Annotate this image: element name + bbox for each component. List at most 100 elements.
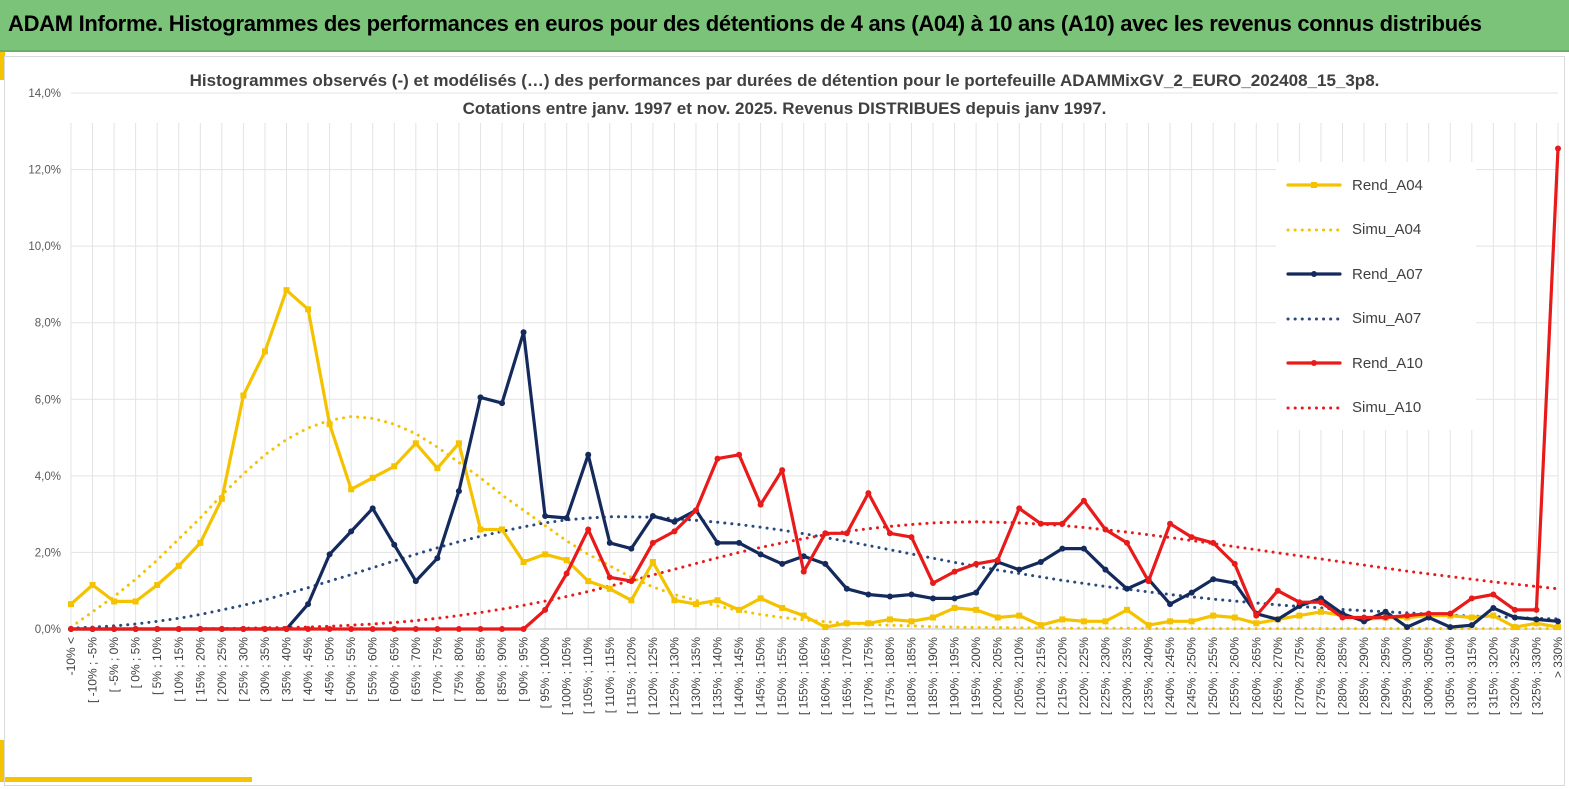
data-point-Rend_A07 [1511, 614, 1518, 621]
x-tick-label: [ 290% ; 295% [1379, 637, 1393, 715]
x-tick-label: [ 200% ; 205% [991, 637, 1005, 715]
data-point-Rend_A04 [1511, 624, 1518, 631]
data-point-Rend_A04 [692, 601, 699, 608]
data-point-Rend_A10 [1253, 612, 1260, 619]
legend-swatch-marker [1311, 271, 1317, 277]
x-tick-label: [ 225% ; 230% [1098, 637, 1112, 715]
data-point-Rend_A04 [434, 465, 441, 472]
data-point-Rend_A04 [1490, 612, 1497, 619]
x-tick-label: [ 305% ; 310% [1443, 637, 1457, 715]
legend-swatch-marker [1311, 360, 1317, 366]
data-point-Rend_A04 [1317, 608, 1324, 615]
accent-bar-bottom [0, 777, 252, 782]
data-point-Rend_A10 [1339, 614, 1346, 621]
y-tick-label: 2,0% [35, 547, 61, 559]
data-point-Rend_A07 [305, 601, 312, 608]
data-point-Rend_A04 [111, 598, 118, 605]
data-point-Rend_A04 [477, 526, 484, 533]
x-tick-label: [ 155% ; 160% [797, 637, 811, 715]
data-point-Rend_A10 [218, 626, 225, 632]
x-tick-label: [ 80% ; 85% [473, 637, 487, 702]
data-point-Rend_A04 [649, 559, 656, 565]
data-point-Rend_A10 [1102, 526, 1109, 533]
data-point-Rend_A07 [1231, 580, 1238, 587]
x-tick-label: [ 135% ; 140% [711, 637, 725, 715]
data-point-Rend_A10 [240, 626, 247, 632]
data-point-Rend_A07 [1447, 624, 1454, 631]
legend-swatch [1286, 317, 1342, 320]
legend-swatch [1286, 182, 1342, 188]
legend-label: Rend_A10 [1352, 354, 1423, 372]
data-point-Rend_A10 [1425, 610, 1432, 617]
data-point-Rend_A10 [930, 580, 937, 587]
data-point-Rend_A10 [671, 528, 678, 535]
data-point-Rend_A10 [542, 606, 549, 613]
legend-label: Rend_A07 [1352, 265, 1423, 283]
data-point-Rend_A10 [908, 534, 915, 541]
data-point-Rend_A10 [951, 568, 958, 575]
x-tick-label: [ 15% ; 20% [193, 637, 207, 702]
y-tick-label: 14,0% [28, 88, 61, 100]
x-tick-label: [ 130% ; 135% [689, 637, 703, 715]
data-point-Rend_A04 [391, 463, 398, 470]
x-tick-label: [ 105% ; 110% [581, 637, 595, 714]
data-point-Rend_A04 [326, 421, 333, 428]
data-point-Rend_A04 [585, 578, 592, 585]
data-point-Rend_A10 [111, 626, 118, 632]
x-tick-label: [ 190% ; 195% [948, 637, 962, 715]
data-point-Rend_A07 [1188, 589, 1195, 596]
x-tick-label: [ 295% ; 300% [1400, 637, 1414, 715]
data-point-Rend_A04 [1102, 618, 1109, 625]
data-point-Rend_A10 [1145, 578, 1152, 585]
data-point-Rend_A04 [886, 616, 893, 623]
accent-bar-left [0, 740, 5, 782]
x-tick-label: [ 40% ; 45% [301, 637, 315, 702]
data-point-Rend_A10 [197, 626, 204, 632]
x-tick-label: [ 215% ; 220% [1055, 637, 1069, 715]
x-tick-label: [ 195% ; 200% [969, 637, 983, 715]
legend-label: Simu_A10 [1352, 399, 1422, 416]
data-point-Rend_A04 [1468, 614, 1475, 621]
data-point-Rend_A10 [779, 467, 786, 474]
chart-title-line2: Cotations entre janv. 1997 et nov. 2025.… [462, 99, 1107, 118]
data-point-Rend_A10 [1274, 587, 1281, 594]
data-point-Rend_A07 [412, 578, 419, 585]
data-point-Rend_A07 [930, 595, 937, 602]
legend-label: Rend_A04 [1352, 176, 1423, 194]
x-tick-label: [ 230% ; 235% [1120, 637, 1134, 715]
data-point-Rend_A04 [714, 597, 721, 604]
data-point-Rend_A10 [736, 451, 743, 458]
data-point-Rend_A10 [520, 626, 527, 632]
data-point-Rend_A04 [348, 486, 355, 493]
x-tick-label: [ 235% ; 240% [1142, 637, 1156, 715]
x-tick-label: [ 0% ; 5% [129, 637, 143, 689]
x-tick-label: [ 310% ; 315% [1465, 637, 1479, 715]
data-point-Rend_A10 [1188, 534, 1195, 541]
data-point-Rend_A10 [391, 626, 398, 632]
x-tick-label: [ 255% ; 260% [1228, 637, 1242, 715]
data-point-Rend_A04 [994, 614, 1001, 621]
data-point-Rend_A10 [1080, 497, 1087, 504]
page-title: ADAM Informe. Histogrammes des performan… [8, 11, 1482, 36]
data-point-Rend_A10 [1555, 145, 1561, 152]
legend-swatch [1286, 271, 1342, 277]
data-point-Rend_A07 [1080, 545, 1087, 552]
x-tick-label: -10% < [64, 637, 78, 675]
data-point-Rend_A10 [822, 530, 829, 537]
data-point-Rend_A10 [1016, 505, 1023, 512]
data-point-Rend_A07 [671, 518, 678, 525]
x-tick-label: [ 30% ; 35% [258, 637, 272, 702]
x-tick-label: [ 260% ; 265% [1249, 637, 1263, 715]
data-point-Rend_A10 [434, 626, 441, 632]
data-point-Rend_A07 [1490, 604, 1497, 611]
data-point-Rend_A10 [1490, 591, 1497, 598]
data-point-Rend_A07 [1210, 576, 1217, 583]
data-point-Rend_A07 [1167, 601, 1174, 608]
data-point-Rend_A07 [1555, 618, 1561, 625]
y-tick-label: 10,0% [28, 241, 61, 253]
data-point-Rend_A04 [951, 604, 958, 611]
data-point-Rend_A07 [499, 400, 506, 407]
data-point-Rend_A10 [348, 626, 355, 632]
legend-swatch [1286, 360, 1342, 366]
